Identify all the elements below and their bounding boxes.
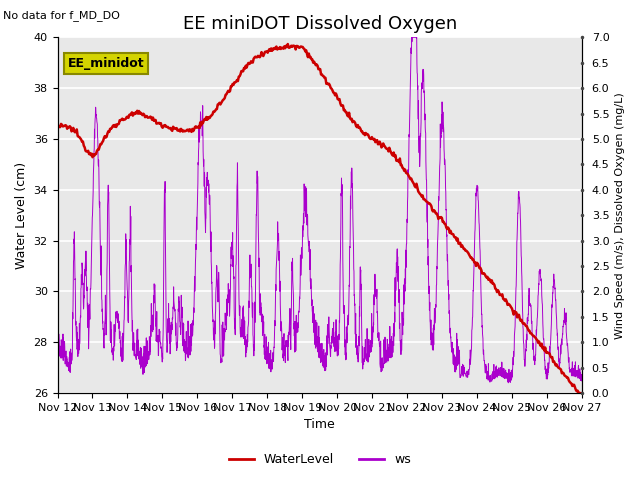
Legend: WaterLevel, ws: WaterLevel, ws <box>224 448 416 471</box>
Title: EE miniDOT Dissolved Oxygen: EE miniDOT Dissolved Oxygen <box>182 15 457 33</box>
X-axis label: Time: Time <box>305 419 335 432</box>
Y-axis label: Water Level (cm): Water Level (cm) <box>15 162 28 269</box>
Text: No data for f_MD_DO: No data for f_MD_DO <box>3 11 120 22</box>
Y-axis label: Wind Speed (m/s), Dissolved Oxygen (mg/L): Wind Speed (m/s), Dissolved Oxygen (mg/L… <box>615 92 625 338</box>
Text: EE_minidot: EE_minidot <box>68 57 145 70</box>
